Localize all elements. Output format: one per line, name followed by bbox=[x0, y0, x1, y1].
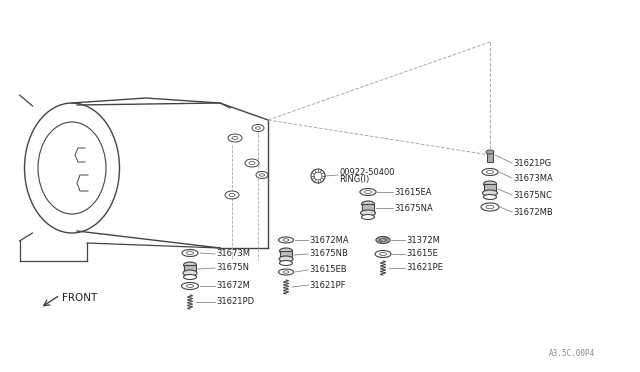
Ellipse shape bbox=[314, 172, 322, 180]
Ellipse shape bbox=[278, 237, 294, 243]
Ellipse shape bbox=[280, 248, 292, 254]
Text: 31621PD: 31621PD bbox=[216, 298, 254, 307]
Ellipse shape bbox=[360, 189, 376, 196]
Ellipse shape bbox=[183, 270, 197, 276]
Ellipse shape bbox=[280, 260, 292, 266]
Ellipse shape bbox=[380, 238, 387, 242]
Ellipse shape bbox=[186, 285, 193, 288]
Ellipse shape bbox=[182, 250, 198, 257]
Text: 31675NA: 31675NA bbox=[394, 203, 433, 212]
Text: 31615EA: 31615EA bbox=[394, 187, 431, 196]
Text: 31621PG: 31621PG bbox=[513, 158, 551, 167]
Ellipse shape bbox=[376, 237, 390, 244]
Bar bbox=[487, 152, 493, 162]
Ellipse shape bbox=[486, 205, 494, 209]
Ellipse shape bbox=[229, 193, 235, 196]
Ellipse shape bbox=[283, 271, 289, 273]
Ellipse shape bbox=[278, 269, 294, 275]
Ellipse shape bbox=[24, 103, 120, 233]
Ellipse shape bbox=[245, 159, 259, 167]
Ellipse shape bbox=[252, 125, 264, 131]
Ellipse shape bbox=[259, 174, 264, 176]
Bar bbox=[484, 184, 496, 192]
Text: 31673MA: 31673MA bbox=[513, 173, 553, 183]
Ellipse shape bbox=[225, 191, 239, 199]
Text: 31621PE: 31621PE bbox=[406, 263, 443, 273]
Text: 31673M: 31673M bbox=[216, 250, 250, 259]
Ellipse shape bbox=[311, 169, 325, 183]
Text: A3.5C.00P4: A3.5C.00P4 bbox=[548, 349, 595, 358]
Ellipse shape bbox=[375, 250, 391, 257]
Ellipse shape bbox=[362, 215, 374, 219]
Ellipse shape bbox=[279, 256, 293, 262]
Text: 31615E: 31615E bbox=[406, 250, 438, 259]
Ellipse shape bbox=[184, 262, 196, 268]
Ellipse shape bbox=[365, 190, 371, 193]
Ellipse shape bbox=[256, 171, 268, 179]
Ellipse shape bbox=[228, 134, 242, 142]
Ellipse shape bbox=[380, 253, 387, 256]
Ellipse shape bbox=[283, 239, 289, 241]
Ellipse shape bbox=[184, 275, 196, 279]
Text: 31621PF: 31621PF bbox=[309, 280, 346, 289]
Ellipse shape bbox=[249, 161, 255, 164]
Ellipse shape bbox=[481, 203, 499, 211]
Text: RING(I): RING(I) bbox=[339, 174, 369, 183]
Text: 31672MA: 31672MA bbox=[309, 235, 349, 244]
Text: 31675NB: 31675NB bbox=[309, 250, 348, 259]
Ellipse shape bbox=[483, 195, 497, 199]
Text: 31615EB: 31615EB bbox=[309, 266, 347, 275]
Ellipse shape bbox=[232, 137, 238, 140]
Ellipse shape bbox=[38, 122, 106, 214]
Bar bbox=[280, 251, 292, 258]
Bar bbox=[362, 204, 374, 212]
Text: 31675N: 31675N bbox=[216, 263, 249, 273]
Ellipse shape bbox=[255, 127, 260, 129]
Ellipse shape bbox=[482, 169, 498, 176]
Ellipse shape bbox=[486, 170, 493, 173]
Text: 31672MB: 31672MB bbox=[513, 208, 553, 217]
Ellipse shape bbox=[360, 210, 376, 216]
Ellipse shape bbox=[483, 190, 497, 196]
Ellipse shape bbox=[362, 201, 374, 207]
Text: 31372M: 31372M bbox=[406, 235, 440, 244]
Text: 31672M: 31672M bbox=[216, 282, 250, 291]
Bar bbox=[184, 265, 196, 272]
Ellipse shape bbox=[186, 251, 193, 254]
Ellipse shape bbox=[486, 150, 494, 154]
Ellipse shape bbox=[182, 282, 198, 289]
Text: FRONT: FRONT bbox=[62, 293, 97, 303]
Text: 00922-50400: 00922-50400 bbox=[339, 167, 394, 176]
Ellipse shape bbox=[483, 181, 497, 187]
Text: 31675NC: 31675NC bbox=[513, 190, 552, 199]
